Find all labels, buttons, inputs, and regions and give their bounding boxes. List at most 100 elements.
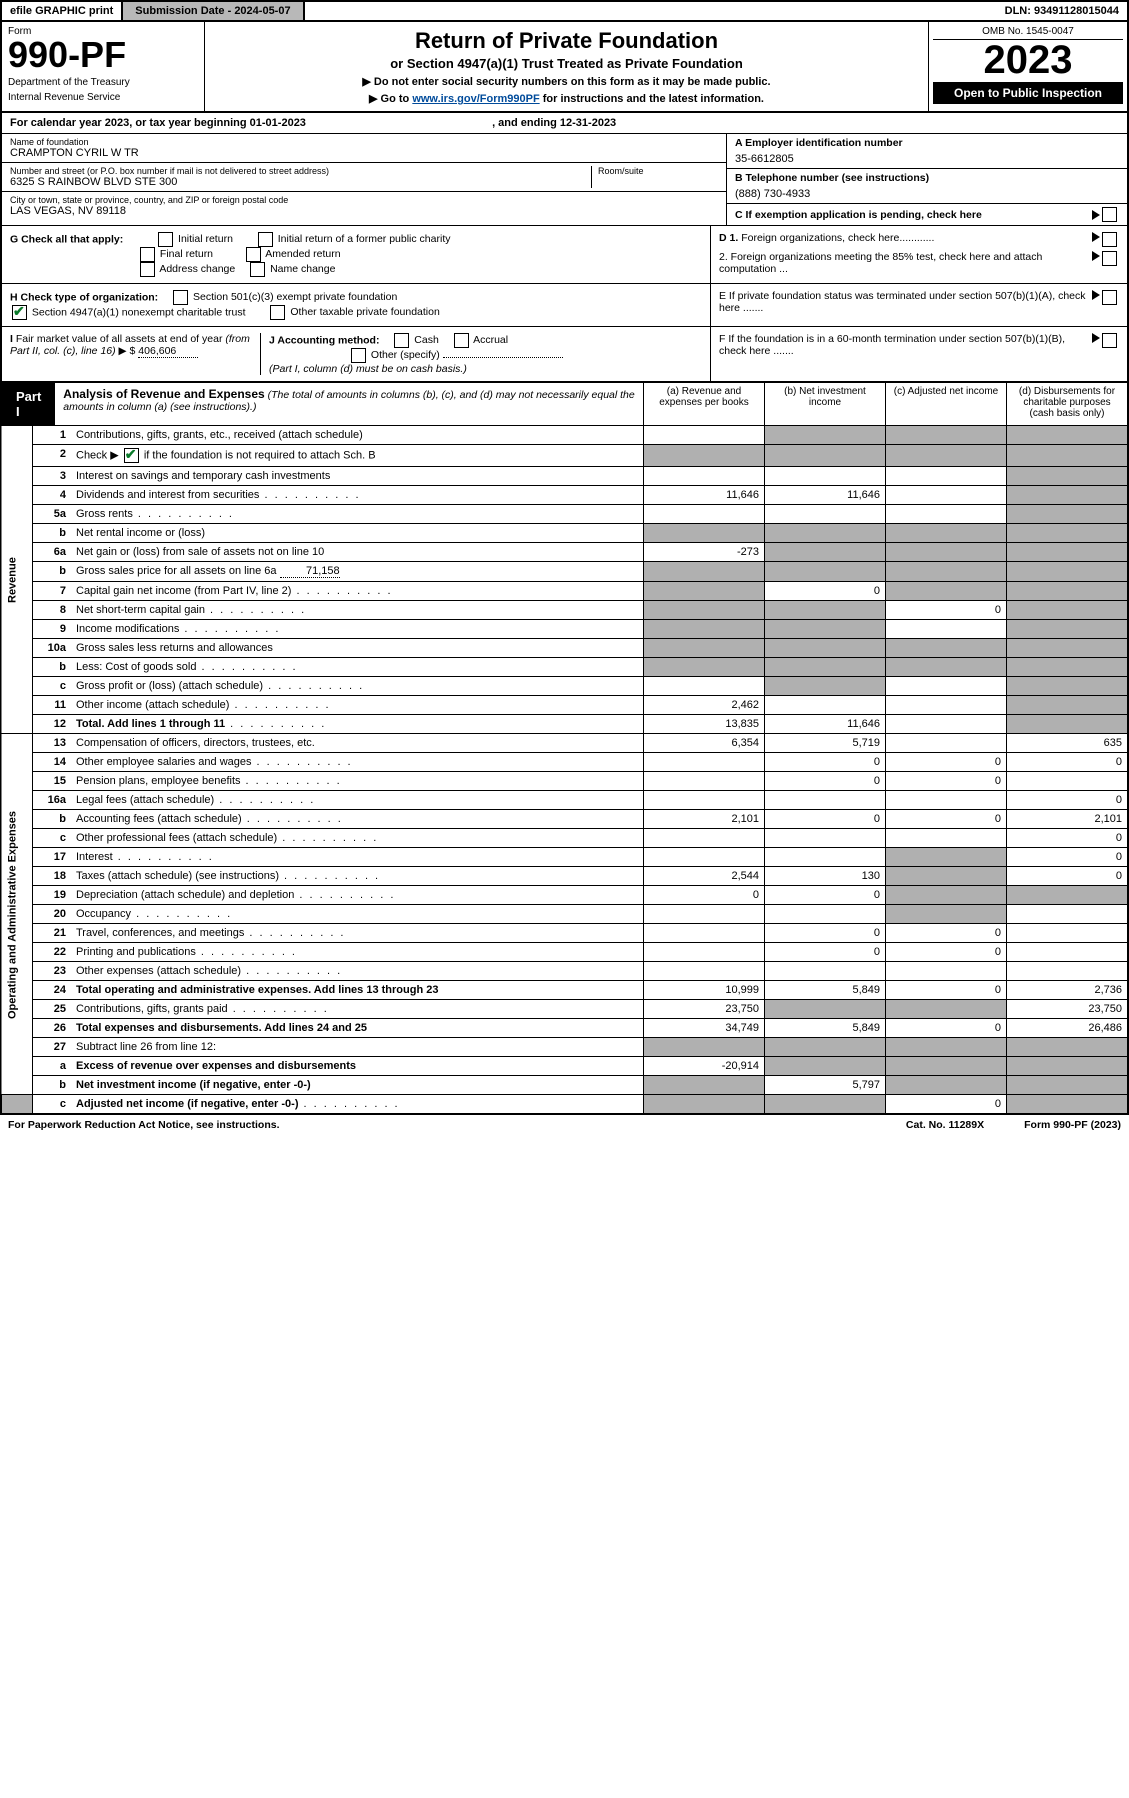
l14-b: 0	[765, 753, 886, 772]
l19-b: 0	[765, 886, 886, 905]
expenses-side-label: Operating and Administrative Expenses	[1, 734, 33, 1095]
j2: Accrual	[473, 334, 508, 346]
h-label: H Check type of organization:	[10, 291, 158, 303]
l26-c: 0	[886, 1019, 1007, 1038]
line-27a: Excess of revenue over expenses and disb…	[71, 1057, 644, 1076]
l4-b: 11,646	[765, 486, 886, 505]
form-title: Return of Private Foundation	[215, 28, 918, 54]
line-27c: Adjusted net income (if negative, enter …	[71, 1095, 644, 1115]
g1: Initial return	[178, 233, 233, 245]
checkbox-h3[interactable]	[270, 305, 285, 320]
l18-d: 0	[1007, 867, 1129, 886]
line-3: Interest on savings and temporary cash i…	[71, 467, 644, 486]
l11-a: 2,462	[644, 696, 765, 715]
revenue-side-label: Revenue	[1, 426, 33, 734]
line-23: Other expenses (attach schedule)	[71, 962, 644, 981]
d2: 2. Foreign organizations meeting the 85%…	[719, 251, 1092, 275]
irs-link[interactable]: www.irs.gov/Form990PF	[412, 93, 539, 105]
line-13: Compensation of officers, directors, tru…	[71, 734, 644, 753]
l13-d: 635	[1007, 734, 1129, 753]
instr-2-pre: ▶ Go to	[369, 93, 412, 105]
l25-a: 23,750	[644, 1000, 765, 1019]
checkbox-g6[interactable]	[250, 262, 265, 277]
checkbox-h2[interactable]	[12, 305, 27, 320]
header-right: OMB No. 1545-0047 2023 Open to Public In…	[928, 22, 1127, 111]
ein-label: A Employer identification number	[735, 137, 1119, 149]
j-label: J Accounting method:	[269, 334, 379, 346]
d1: Foreign organizations, check here.......…	[741, 232, 934, 244]
h1: Section 501(c)(3) exempt private foundat…	[193, 291, 397, 303]
line-11: Other income (attach schedule)	[71, 696, 644, 715]
line-9: Income modifications	[71, 620, 644, 639]
l16b-b: 0	[765, 810, 886, 829]
arrow-icon	[1092, 290, 1100, 300]
c-label: C If exemption application is pending, c…	[735, 209, 1092, 221]
arrow-icon	[1092, 333, 1100, 343]
section-h-e: H Check type of organization: Section 50…	[0, 284, 1129, 327]
line-7: Capital gain net income (from Part IV, l…	[71, 582, 644, 601]
checkbox-sch-b[interactable]	[124, 448, 139, 463]
checkbox-g3[interactable]	[140, 247, 155, 262]
line-19: Depreciation (attach schedule) and deple…	[71, 886, 644, 905]
cal-mid: , and ending	[492, 117, 560, 129]
checkbox-j1[interactable]	[394, 333, 409, 348]
checkbox-d2[interactable]	[1102, 251, 1117, 266]
line-8: Net short-term capital gain	[71, 601, 644, 620]
cal-begin: 01-01-2023	[250, 117, 306, 129]
e-label: E If private foundation status was termi…	[719, 290, 1092, 314]
footer-mid: Cat. No. 11289X	[906, 1119, 984, 1131]
checkbox-g2[interactable]	[258, 232, 273, 247]
checkbox-h1[interactable]	[173, 290, 188, 305]
checkbox-g1[interactable]	[158, 232, 173, 247]
l26-b: 5,849	[765, 1019, 886, 1038]
line-15: Pension plans, employee benefits	[71, 772, 644, 791]
l17-d: 0	[1007, 848, 1129, 867]
line-10b: Less: Cost of goods sold	[71, 658, 644, 677]
l24-b: 5,849	[765, 981, 886, 1000]
line-2: Check ▶ if the foundation is not require…	[71, 445, 644, 467]
l26-a: 34,749	[644, 1019, 765, 1038]
l16b-a: 2,101	[644, 810, 765, 829]
l14-c: 0	[886, 753, 1007, 772]
g2: Initial return of a former public charit…	[278, 233, 451, 245]
cal-pre: For calendar year 2023, or tax year begi…	[10, 117, 250, 129]
l15-c: 0	[886, 772, 1007, 791]
submission-date: Submission Date - 2024-05-07	[123, 2, 304, 20]
instr-1: ▶ Do not enter social security numbers o…	[215, 75, 918, 88]
l24-c: 0	[886, 981, 1007, 1000]
col-b-header: (b) Net investment income	[765, 383, 886, 426]
line-27b: Net investment income (if negative, ente…	[71, 1076, 644, 1095]
line-10c: Gross profit or (loss) (attach schedule)	[71, 677, 644, 696]
line-16a: Legal fees (attach schedule)	[71, 791, 644, 810]
cal-end: 12-31-2023	[560, 117, 616, 129]
foundation-address: 6325 S RAINBOW BLVD STE 300	[10, 176, 591, 188]
checkbox-d1[interactable]	[1102, 232, 1117, 247]
form-header: Form 990-PF Department of the Treasury I…	[0, 22, 1129, 113]
checkbox-e[interactable]	[1102, 290, 1117, 305]
line-14: Other employee salaries and wages	[71, 753, 644, 772]
line-27: Subtract line 26 from line 12:	[71, 1038, 644, 1057]
checkbox-g4[interactable]	[246, 247, 261, 262]
line-16b: Accounting fees (attach schedule)	[71, 810, 644, 829]
part-title-text: Analysis of Revenue and Expenses	[63, 387, 264, 401]
l16b-d: 2,101	[1007, 810, 1129, 829]
footer-left: For Paperwork Reduction Act Notice, see …	[8, 1119, 280, 1131]
l15-b: 0	[765, 772, 886, 791]
h3: Other taxable private foundation	[290, 306, 439, 318]
line-5a: Gross rents	[71, 505, 644, 524]
tax-year: 2023	[933, 40, 1123, 80]
form-number: 990-PF	[8, 37, 198, 73]
checkbox-j3[interactable]	[351, 348, 366, 363]
top-bar: efile GRAPHIC print Submission Date - 20…	[0, 0, 1129, 22]
l26-d: 26,486	[1007, 1019, 1129, 1038]
f-label: F If the foundation is in a 60-month ter…	[719, 333, 1092, 357]
i-value: 406,606	[138, 345, 198, 358]
j-note: (Part I, column (d) must be on cash basi…	[269, 363, 467, 375]
l4-a: 11,646	[644, 486, 765, 505]
checkbox-j2[interactable]	[454, 333, 469, 348]
checkbox-c[interactable]	[1102, 207, 1117, 222]
l24-d: 2,736	[1007, 981, 1129, 1000]
checkbox-f[interactable]	[1102, 333, 1117, 348]
dept-label: Department of the Treasury	[8, 77, 198, 88]
checkbox-g5[interactable]	[140, 262, 155, 277]
